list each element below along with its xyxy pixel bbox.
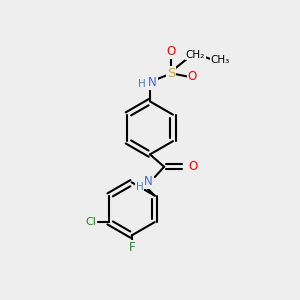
- Text: N: N: [144, 175, 153, 188]
- Text: H: H: [136, 182, 144, 192]
- Text: O: O: [188, 160, 197, 173]
- Text: H: H: [138, 79, 146, 89]
- Text: N: N: [148, 76, 157, 89]
- Text: O: O: [188, 70, 197, 83]
- Text: CH₂: CH₂: [186, 50, 205, 60]
- Text: S: S: [167, 67, 176, 80]
- Text: O: O: [167, 45, 176, 58]
- Text: CH₃: CH₃: [211, 55, 230, 65]
- Text: Cl: Cl: [86, 217, 97, 227]
- Text: F: F: [128, 241, 135, 254]
